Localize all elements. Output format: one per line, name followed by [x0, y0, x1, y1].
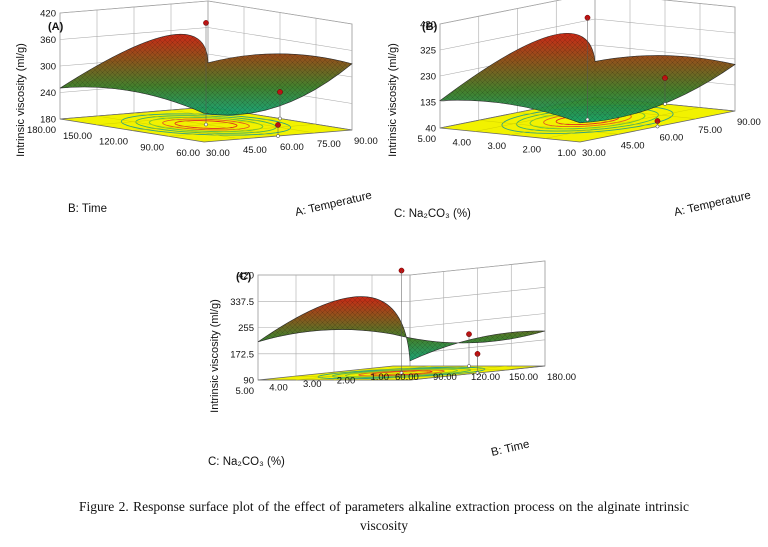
floor-point [585, 117, 590, 122]
x-tick-label: 30.00 [206, 148, 230, 159]
floor-point [204, 122, 208, 127]
z-tick-label: 180 [40, 115, 56, 126]
panel-label: (B) [422, 21, 438, 33]
y-tick-label: 150.00 [63, 131, 92, 142]
floor-gridline [371, 365, 508, 381]
x-tick-label: 120.00 [471, 372, 500, 383]
x-tick-label: 60.00 [280, 142, 304, 153]
y-tick-label: 120.00 [99, 137, 128, 148]
surface-plot-a: 180 240 300 360 420 30.00 45.00 60.00 75.00 90.00… [15, 0, 378, 219]
y-tick-label: 3.00 [303, 379, 322, 390]
y-tick-label: 5.00 [236, 386, 255, 397]
z-tick-label: 40 [425, 124, 436, 135]
x-tick-label: 180.00 [547, 372, 576, 383]
z-tick-label: 420 [238, 271, 254, 282]
y-tick-label: 3.00 [488, 141, 507, 152]
y-tick-label: 180.00 [27, 125, 56, 136]
z-tick-label: 300 [40, 62, 56, 73]
figure-caption-line-1: Figure 2. Response surface plot of the e… [79, 499, 689, 514]
z-axis-title: Intrinsic viscosity (ml/g) [209, 299, 221, 413]
z-tick-label: 172.5 [230, 349, 254, 360]
floor-point [467, 364, 471, 368]
y-axis-title: B: Time [68, 203, 107, 215]
y-tick-label: 2.00 [337, 376, 356, 387]
floor-point [475, 371, 480, 375]
x-axis-title: B: Time [490, 438, 531, 458]
floor-point [663, 102, 667, 106]
surface-plot-b: 40 135 230 325 420 30.00 45.00 60.00 75.00 90.00 1… [387, 0, 761, 220]
floor-gridline [170, 109, 316, 134]
floor-point [278, 116, 282, 121]
wall-gridline [258, 260, 546, 276]
panel-label: (C) [236, 271, 252, 283]
y-tick-label: 1.00 [558, 148, 577, 159]
z-tick-label: 420 [40, 9, 56, 20]
y-axis-title: C: Na₂CO₃ (%) [208, 456, 285, 468]
y-tick-label: 4.00 [269, 383, 288, 394]
x-tick-label: 90.00 [737, 117, 761, 128]
wall-gridline [439, 0, 736, 25]
floor-point [399, 371, 404, 375]
wall-gridline [59, 0, 353, 25]
x-tick-label: 45.00 [243, 145, 267, 156]
z-tick-label: 135 [420, 98, 436, 109]
floor-point [655, 124, 660, 129]
z-tick-label: 420 [420, 20, 436, 31]
x-tick-label: 45.00 [621, 140, 645, 151]
z-tick-label: 337.5 [230, 297, 254, 308]
x-axis-title: A: Temperature [673, 190, 752, 219]
x-tick-label: 75.00 [698, 125, 722, 136]
y-tick-label: 1.00 [371, 372, 390, 383]
x-tick-label: 90.00 [433, 372, 457, 383]
panel-label: (A) [48, 21, 64, 33]
figure-caption-line-2: viscosity [359, 518, 408, 533]
y-tick-label: 60.00 [176, 148, 200, 159]
z-axis-title: Intrinsic viscosity (ml/g) [387, 43, 399, 157]
x-tick-label: 75.00 [317, 139, 341, 150]
z-tick-label: 230 [420, 72, 436, 83]
y-axis-title: C: Na₂CO₃ (%) [394, 208, 471, 220]
x-tick-label: 30.00 [582, 148, 606, 159]
y-tick-label: 5.00 [418, 134, 437, 145]
y-tick-label: 2.00 [523, 145, 542, 156]
z-tick-label: 255 [238, 323, 254, 334]
x-tick-label: 60.00 [660, 133, 684, 144]
x-tick-label: 60.00 [395, 372, 419, 383]
surface-plot-c: 90 172.5 255 337.5 420 60.00 90.00 120.00 150.00… [208, 260, 576, 468]
z-tick-label: 240 [40, 88, 56, 99]
x-axis-title: A: Temperature [294, 190, 373, 219]
x-tick-label: 150.00 [509, 372, 538, 383]
floor-point [276, 134, 280, 138]
z-axis-title: Intrinsic viscosity (ml/g) [15, 43, 27, 157]
y-tick-label: 90.00 [140, 142, 164, 153]
x-tick-label: 90.00 [354, 136, 378, 147]
z-tick-label: 360 [40, 35, 56, 46]
z-tick-label: 90 [243, 376, 254, 387]
z-tick-label: 325 [420, 46, 436, 57]
y-tick-label: 4.00 [453, 138, 472, 149]
